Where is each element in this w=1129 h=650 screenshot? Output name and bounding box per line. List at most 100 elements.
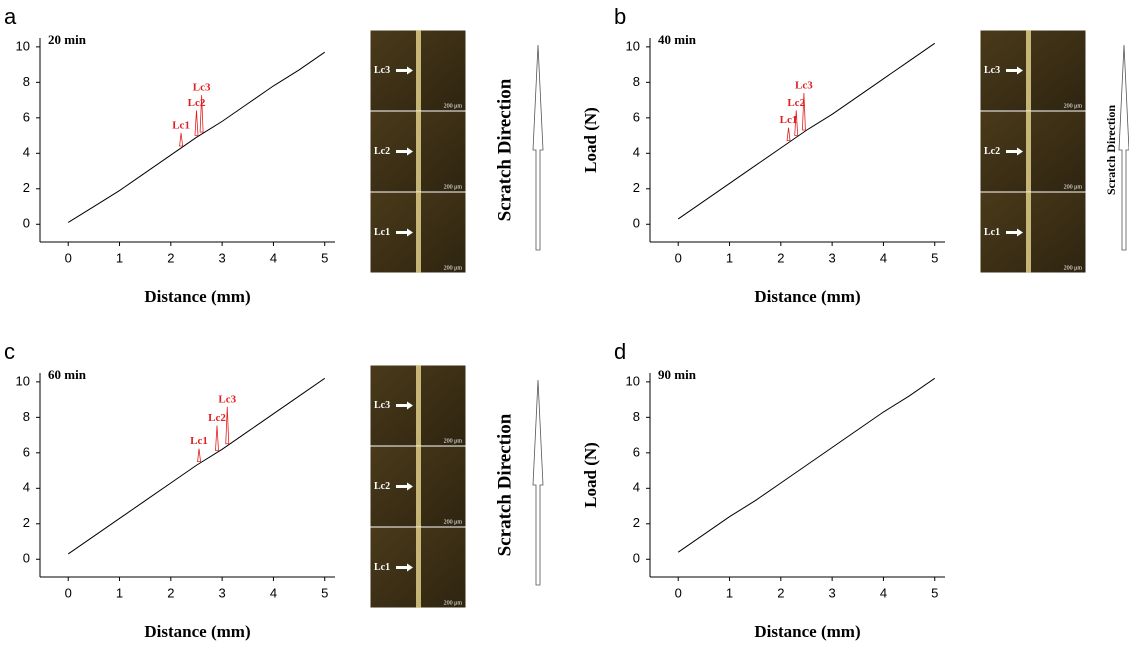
y-tick-label: 0 xyxy=(23,216,30,231)
load-line xyxy=(677,42,936,220)
arrow-head xyxy=(407,147,413,156)
x-axis-label: Distance (mm) xyxy=(144,622,250,641)
critical-load-marker xyxy=(225,406,230,445)
y-axis-label: Load (N) xyxy=(581,442,600,508)
arrow-head xyxy=(407,228,413,237)
x-axis-label: Distance (mm) xyxy=(754,287,860,306)
x-tick-label: 5 xyxy=(321,250,328,265)
x-tick-label: 0 xyxy=(65,585,72,600)
micrograph xyxy=(979,29,1087,112)
critical-load-label: Lc3 xyxy=(218,393,236,405)
micrograph-label: Lc3 xyxy=(374,65,390,76)
arrow-head xyxy=(1017,66,1023,75)
critical-load-label: Lc1 xyxy=(190,435,208,447)
critical-load-marker xyxy=(179,132,184,147)
y-tick-label: 10 xyxy=(16,373,30,388)
x-tick-label: 5 xyxy=(931,250,938,265)
scale-bar-label: 200 μm xyxy=(444,600,463,606)
x-tick-label: 5 xyxy=(931,585,938,600)
critical-load-label: Lc2 xyxy=(188,97,206,109)
micrograph-label: Lc2 xyxy=(374,481,390,492)
panel-letter: d xyxy=(614,339,626,364)
x-tick-label: 0 xyxy=(675,250,682,265)
critical-load-marker xyxy=(215,425,219,451)
arrow-head xyxy=(1017,147,1023,156)
x-tick-label: 3 xyxy=(219,250,226,265)
critical-load-marker xyxy=(199,95,204,133)
y-tick-label: 8 xyxy=(633,74,640,89)
y-tick-label: 0 xyxy=(633,216,640,231)
y-tick-label: 6 xyxy=(633,444,640,459)
scratch-track xyxy=(1026,192,1031,273)
y-tick-label: 2 xyxy=(23,180,30,195)
arrow-head xyxy=(407,401,413,410)
x-tick-label: 0 xyxy=(675,585,682,600)
x-tick-label: 1 xyxy=(116,250,123,265)
arrow-head xyxy=(407,482,413,491)
panel-letter: b xyxy=(614,4,626,29)
y-tick-label: 8 xyxy=(23,74,30,89)
scale-bar-label: 200 μm xyxy=(444,438,463,444)
micrograph-label: Lc1 xyxy=(374,227,390,238)
panel-letter: a xyxy=(4,4,17,29)
x-tick-label: 1 xyxy=(116,585,123,600)
x-tick-label: 2 xyxy=(167,250,174,265)
scale-bar-label: 200 μm xyxy=(444,103,463,109)
micrograph-label: Lc3 xyxy=(374,400,390,411)
scratch-track xyxy=(416,527,421,608)
y-tick-label: 2 xyxy=(23,515,30,530)
y-tick-label: 2 xyxy=(633,180,640,195)
scratch-track xyxy=(416,446,421,527)
arrow-head xyxy=(407,563,413,572)
x-tick-label: 3 xyxy=(219,585,226,600)
y-tick-label: 0 xyxy=(633,551,640,566)
critical-load-label: Lc3 xyxy=(795,80,813,92)
direction-label: Scratch Direction xyxy=(1104,105,1118,195)
scale-bar-label: 200 μm xyxy=(444,519,463,525)
scratch-track xyxy=(416,111,421,192)
panel-letter: c xyxy=(4,339,15,364)
x-tick-label: 0 xyxy=(65,250,72,265)
critical-load-label: Lc1 xyxy=(780,114,798,126)
critical-load-marker xyxy=(801,93,806,131)
arrow-head xyxy=(1017,228,1023,237)
arrow-head xyxy=(407,66,413,75)
scratch-track xyxy=(416,192,421,273)
scratch-track xyxy=(1026,30,1031,111)
y-tick-label: 2 xyxy=(633,515,640,530)
x-tick-label: 4 xyxy=(270,585,277,600)
x-tick-label: 1 xyxy=(726,250,733,265)
direction-arrow xyxy=(1118,44,1129,251)
direction-label: Scratch Direction xyxy=(494,78,515,221)
direction-arrow xyxy=(532,379,544,586)
y-tick-label: 6 xyxy=(23,444,30,459)
scale-bar-label: 200 μm xyxy=(1064,103,1083,109)
x-tick-label: 1 xyxy=(726,585,733,600)
y-tick-label: 10 xyxy=(16,38,30,53)
scale-bar-label: 200 μm xyxy=(444,265,463,271)
y-tick-label: 8 xyxy=(23,409,30,424)
critical-load-marker xyxy=(197,448,201,463)
load-line xyxy=(67,51,326,223)
panel-annotation: 20 min xyxy=(48,32,87,47)
scratch-track xyxy=(1026,111,1031,192)
y-tick-label: 0 xyxy=(23,551,30,566)
x-tick-label: 3 xyxy=(829,585,836,600)
micrograph-label: Lc2 xyxy=(984,146,1000,157)
critical-load-marker xyxy=(786,127,791,142)
direction-arrow xyxy=(532,44,544,251)
y-tick-label: 10 xyxy=(626,373,640,388)
panel-annotation: 40 min xyxy=(658,32,697,47)
x-tick-label: 2 xyxy=(777,250,784,265)
direction-label: Scratch Direction xyxy=(494,413,515,556)
x-tick-label: 4 xyxy=(270,250,277,265)
critical-load-label: Lc2 xyxy=(787,97,805,109)
y-tick-label: 4 xyxy=(23,480,30,495)
panel-annotation: 60 min xyxy=(48,367,87,382)
load-line xyxy=(67,377,326,555)
critical-load-marker xyxy=(794,110,799,136)
x-tick-label: 4 xyxy=(880,585,887,600)
y-tick-label: 8 xyxy=(633,409,640,424)
y-tick-label: 6 xyxy=(633,109,640,124)
